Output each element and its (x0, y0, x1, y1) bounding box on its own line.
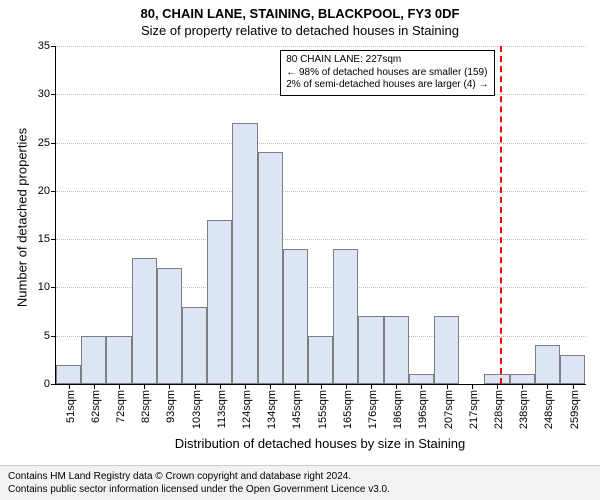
histogram-bar (484, 374, 509, 384)
annotation-box: 80 CHAIN LANE: 227sqm ← 98% of detached … (280, 50, 494, 96)
xtick-mark (119, 384, 120, 389)
xtick-mark (547, 384, 548, 389)
xtick-label: 259sqm (569, 390, 581, 429)
xtick-mark (396, 384, 397, 389)
reference-line (500, 46, 502, 384)
xtick-mark (270, 384, 271, 389)
histogram-bar (157, 268, 182, 384)
xtick-mark (497, 384, 498, 389)
ytick-label: 25 (38, 137, 56, 149)
footer-line: Contains HM Land Registry data © Crown c… (8, 470, 592, 483)
histogram-bar (535, 345, 560, 384)
xtick-mark (447, 384, 448, 389)
footer-line: Contains public sector information licen… (8, 483, 592, 496)
annotation-line: ← 98% of detached houses are smaller (15… (286, 67, 488, 80)
xtick-mark (346, 384, 347, 389)
ytick-label: 30 (38, 88, 56, 100)
xtick-label: 145sqm (291, 390, 303, 429)
xtick-label: 176sqm (367, 390, 379, 429)
histogram-bar (510, 374, 535, 384)
xtick-label: 155sqm (317, 390, 329, 429)
xtick-mark (472, 384, 473, 389)
ytick-label: 35 (38, 40, 56, 52)
histogram-bar (308, 336, 333, 384)
gridline (56, 239, 586, 240)
plot-area: 0510152025303551sqm62sqm72sqm82sqm93sqm1… (55, 46, 586, 385)
xtick-label: 238sqm (518, 390, 530, 429)
xtick-label: 248sqm (543, 390, 555, 429)
gridline (56, 46, 586, 47)
chart-subtitle: Size of property relative to detached ho… (0, 21, 600, 38)
xtick-mark (69, 384, 70, 389)
ytick-label: 20 (38, 185, 56, 197)
xtick-label: 62sqm (90, 390, 102, 423)
ytick-label: 10 (38, 281, 56, 293)
histogram-bar (232, 123, 257, 384)
histogram-bar (258, 152, 283, 384)
ytick-label: 15 (38, 233, 56, 245)
histogram-bar (283, 249, 308, 384)
xtick-label: 207sqm (443, 390, 455, 429)
chart-title: 80, CHAIN LANE, STAINING, BLACKPOOL, FY3… (0, 0, 600, 21)
gridline (56, 191, 586, 192)
xtick-label: 93sqm (165, 390, 177, 423)
footer: Contains HM Land Registry data © Crown c… (0, 465, 600, 500)
histogram-bar (106, 336, 131, 384)
xtick-label: 103sqm (191, 390, 203, 429)
xtick-mark (144, 384, 145, 389)
annotation-line: 80 CHAIN LANE: 227sqm (286, 54, 488, 67)
histogram-bar (333, 249, 358, 384)
xtick-label: 196sqm (417, 390, 429, 429)
histogram-bar (358, 316, 383, 384)
xtick-label: 72sqm (115, 390, 127, 423)
histogram-bar (384, 316, 409, 384)
xtick-label: 82sqm (140, 390, 152, 423)
xtick-mark (421, 384, 422, 389)
ytick-label: 0 (44, 378, 56, 390)
ytick-label: 5 (44, 330, 56, 342)
xtick-mark (195, 384, 196, 389)
xtick-label: 186sqm (392, 390, 404, 429)
xtick-mark (220, 384, 221, 389)
xtick-mark (321, 384, 322, 389)
annotation-line: 2% of semi-detached houses are larger (4… (286, 79, 488, 92)
xtick-label: 217sqm (468, 390, 480, 429)
xtick-label: 134sqm (266, 390, 278, 429)
xtick-mark (169, 384, 170, 389)
chart-container: 80, CHAIN LANE, STAINING, BLACKPOOL, FY3… (0, 0, 600, 500)
xtick-mark (522, 384, 523, 389)
xtick-label: 124sqm (241, 390, 253, 429)
histogram-bar (56, 365, 81, 384)
xtick-mark (295, 384, 296, 389)
gridline (56, 143, 586, 144)
histogram-bar (207, 220, 232, 384)
xtick-label: 113sqm (216, 390, 228, 428)
xtick-mark (371, 384, 372, 389)
histogram-bar (132, 258, 157, 384)
x-axis-label: Distribution of detached houses by size … (55, 436, 585, 451)
histogram-bar (81, 336, 106, 384)
xtick-label: 228sqm (493, 390, 505, 429)
xtick-label: 51sqm (65, 390, 77, 423)
histogram-bar (182, 307, 207, 384)
histogram-bar (560, 355, 585, 384)
xtick-mark (573, 384, 574, 389)
histogram-bar (409, 374, 434, 384)
y-axis-label: Number of detached properties (15, 118, 30, 318)
xtick-label: 165sqm (342, 390, 354, 429)
histogram-bar (434, 316, 459, 384)
xtick-mark (245, 384, 246, 389)
xtick-mark (94, 384, 95, 389)
